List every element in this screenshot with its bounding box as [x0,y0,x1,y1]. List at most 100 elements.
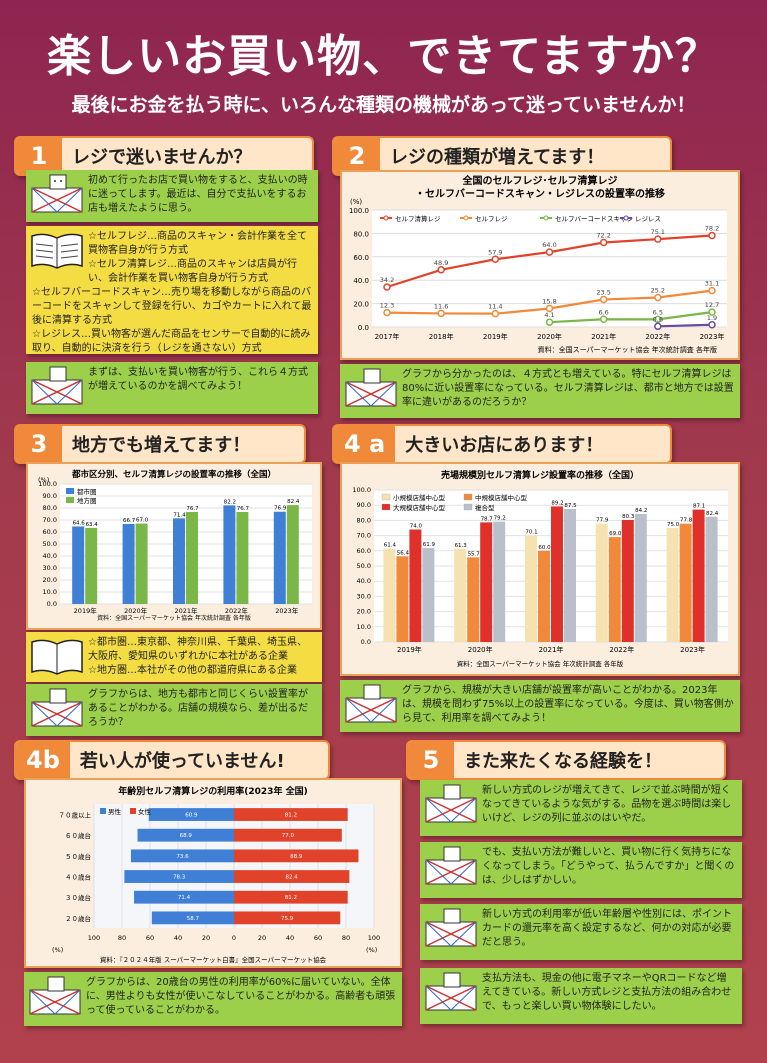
data-label: 67.0 [136,518,149,524]
data-point [545,304,554,313]
person-cart-icon [425,972,477,1011]
data-point [437,309,445,318]
y-tick-label: ２０歳台 [65,914,91,923]
data-label: 77.9 [596,518,609,524]
definition-self-checkout: ☆セルフ清算レジ…商品のスキャンは店員が行い、会計作業を買い物客自身が行う方式 [88,259,297,284]
legend-label: 女性 [138,807,152,816]
data-point [437,266,445,274]
region-definitions: ☆都市圏…東京都、神奈川県、千葉県、埼玉県、大阪府、愛知県のいずれかに本社がある… [26,632,322,682]
y-tick-label: 80.0 [353,230,369,238]
y-tick-label: 30.0 [43,564,57,572]
note-text: まずは、支払いを買い物客が行う、これら４方式が増えているのかを調べてみよう！ [88,367,308,392]
x-tick-label: 60 [314,934,322,942]
bar [186,511,198,604]
person-cart-icon [31,366,83,405]
data-label: 76.7 [237,506,250,512]
section-title: また来たくなる経験を！ [464,751,662,772]
data-label: 75.9 [281,916,294,922]
note-conclusion-1: 新しい方式のレジが増えてきて、レジで並ぶ時間が短くなってきているような気がする。… [420,780,742,836]
y-tick-label: 50.0 [43,540,57,548]
note-investigate: まずは、支払いを買い物客が行う、これら４方式が増えているのかを調べてみよう！ [26,362,318,414]
data-point [708,321,716,329]
y-tick-label: 10.0 [43,588,57,596]
x-tick-label: 100 [88,934,100,942]
note-text: グラフからは、地方も都市と同じくらい設置率があることがわかる。店舗の規模なら、差… [88,689,308,728]
x-tick-label: 2022年 [609,645,634,654]
data-label: 34.2 [380,276,394,284]
note-text: グラフから分かったのは、４方式とも増えている。特にセルフ清算レジは80%に近い設… [402,369,734,408]
x-tick-label: 80 [118,934,126,942]
page-title: 楽しいお買い物、できてますか？ [47,31,720,82]
x-tick-label: 2022年 [645,332,670,341]
y-tick-label: 100.0 [349,207,369,215]
series-line [549,311,713,324]
x-tick-label: 40 [174,934,182,942]
y-tick-label: 0.0 [47,600,57,608]
data-label: 61.4 [384,543,397,549]
data-label: 74.0 [410,524,423,530]
data-label: 66.7 [123,518,136,524]
data-label: 23.5 [596,289,610,297]
data-label: 88.9 [290,854,303,860]
bar [383,548,396,642]
bar [705,516,718,642]
bar [286,505,299,604]
x-tick-label: 2019年 [74,606,98,615]
x-tick-label: 2020年 [537,332,562,341]
y-tick-label: 60.0 [43,528,57,536]
note-first-visit: 初めて行ったお店で買い物をすると、支払いの時に迷ってします。最近は、自分で支払い… [26,170,318,222]
bar [692,509,705,642]
data-label: 76.9 [274,506,287,512]
data-point [599,315,608,324]
bar [85,527,98,604]
data-label: 11.6 [434,302,448,310]
data-point [708,231,716,240]
note-text: 新しい方式の利用率が低い年齢層や性別には、ポイントカードの還元率を高く設定するな… [482,909,732,948]
data-label: 79.2 [494,516,506,522]
data-label: 6.6 [598,308,608,316]
chart-age-usage: 年齢別セルフ清算レジの利用率(2023年 全国) 100 80 60 40 20 0 20 40… [24,778,402,968]
data-label: 72.2 [596,232,610,240]
data-label: 68.9 [180,833,193,839]
x-tick-label: 100 [368,934,380,942]
bar [525,535,537,642]
note-text: グラフからは、20歳台の男性の利用率が60%に届いていない。全体に、男性よりも女… [86,977,396,1016]
data-label: 6.5 [653,308,663,316]
data-point [599,295,608,304]
section-number: 4b [16,742,70,778]
bar-female [234,808,348,821]
data-label: 87.1 [693,504,705,510]
data-point [491,255,500,264]
chart-installation-trend: 全国のセルフレジ･セルフ清算レジ ・セルフバーコードスキャン・レジレスの設置率の推… [340,170,740,360]
bar [173,518,185,604]
data-label: 60.0 [538,545,551,551]
x-unit: (%) [366,946,377,954]
bar-female [234,870,350,883]
data-label: 71.4 [178,895,191,901]
section-1-header: 1 レジで迷いませんか？ [14,136,314,176]
chart-title: 全国のセルフレジ･セルフ清算レジ [462,174,618,187]
person-cart-icon [31,688,83,727]
section-number: 2 [334,138,380,174]
y-tick-label: 10.0 [357,623,371,631]
bar [564,509,576,642]
bar-female [234,828,342,842]
note-conclusion-3: 新しい方式の利用率が低い年齢層や性別には、ポイントカードの還元率を高く設定するな… [420,904,742,960]
y-tick-label: 40.0 [43,552,57,560]
data-point [708,308,716,316]
bar-male [130,849,234,863]
legend-swatch [381,503,391,511]
person-cart-icon [31,174,83,213]
data-label: 0.6 [653,315,663,323]
legend-swatch [66,497,74,503]
legend-label: 地方圏 [77,496,97,505]
y-tick-label: 20.0 [353,301,369,309]
legend-swatch [463,503,473,511]
bar-male [137,828,234,842]
data-label: 80.3 [622,514,635,520]
legend-swatch [130,808,136,814]
legend-marker [543,215,549,221]
y-tick-label: ３０歳台 [65,893,91,902]
bar [634,514,647,642]
data-label: 1.9 [707,314,717,322]
